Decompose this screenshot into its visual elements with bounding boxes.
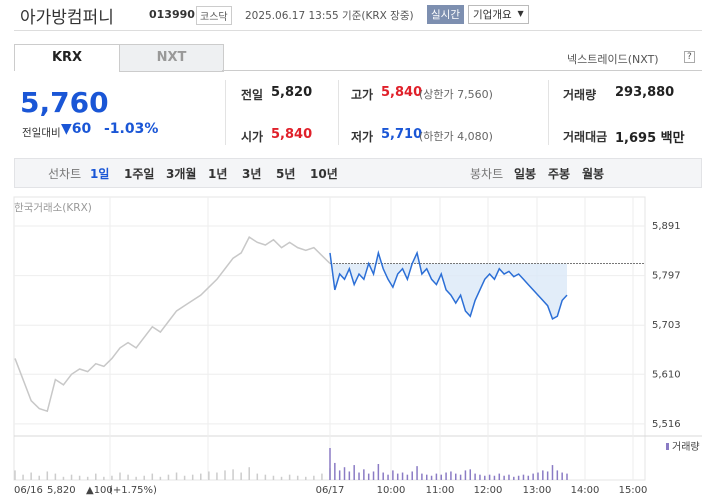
period-button[interactable]: 주봉 xyxy=(548,167,571,181)
period-bar xyxy=(14,158,702,188)
amount-label: 거래대금 xyxy=(563,130,608,144)
tab-line xyxy=(222,70,702,71)
footer-change-pct: (+1.75%) xyxy=(109,485,157,496)
footer-close: 5,820 xyxy=(47,485,76,496)
x-tick-label: 15:00 xyxy=(619,485,648,496)
volume-label: 거래량 xyxy=(563,88,597,102)
candle-chart-label: 봉차트 xyxy=(470,167,504,181)
low-value: 5,710 xyxy=(381,127,423,142)
change-pct: -1.03% xyxy=(104,121,159,137)
timestamp: 2025.06.17 13:55 기준(KRX 장중) xyxy=(245,10,414,22)
realtime-button[interactable]: 실시간 xyxy=(427,5,464,24)
help-icon[interactable]: ? xyxy=(684,51,695,63)
x-tick-label: 06/17 xyxy=(316,485,345,496)
x-tick-label: 12:00 xyxy=(474,485,503,496)
period-button[interactable]: 10년 xyxy=(310,167,338,181)
period-button[interactable]: 일봉 xyxy=(514,167,537,181)
x-tick-label: 14:00 xyxy=(571,485,600,496)
col-sep xyxy=(548,80,549,145)
legend-label: 거래량 xyxy=(672,441,700,453)
market-badge: 코스닥 xyxy=(196,6,232,25)
legend-swatch xyxy=(666,443,669,450)
col-sep xyxy=(338,80,339,145)
x-tick-label: 13:00 xyxy=(523,485,552,496)
tab-krx[interactable]: KRX xyxy=(14,44,120,71)
y-tick-label: 5,797 xyxy=(652,271,681,282)
change-label: 전일대비 xyxy=(22,127,61,139)
open-value: 5,840 xyxy=(271,127,313,142)
period-button[interactable]: 1년 xyxy=(208,167,228,181)
upper-limit: (상한가 7,560) xyxy=(419,88,493,101)
y-tick-label: 5,891 xyxy=(652,221,681,232)
today-line xyxy=(329,250,568,320)
high-value: 5,840 xyxy=(381,85,423,100)
footer-change: ▲100 xyxy=(86,485,113,496)
divider xyxy=(14,30,702,31)
y-tick-label: 5,610 xyxy=(652,369,681,380)
x-tick-label: 10:00 xyxy=(377,485,406,496)
chart-source: 한국거래소(KRX) xyxy=(14,202,92,214)
company-dropdown[interactable]: 기업개요 ▼ xyxy=(468,5,529,24)
period-button[interactable]: 1일 xyxy=(90,167,110,181)
stock-code: 013990 xyxy=(149,8,195,21)
y-tick-label: 5,703 xyxy=(652,320,681,331)
prev-value: 5,820 xyxy=(271,85,313,100)
low-label: 저가 xyxy=(351,130,374,144)
period-button[interactable]: 1주일 xyxy=(124,167,155,181)
company-dropdown-label: 기업개요 xyxy=(473,9,512,21)
period-button[interactable]: 3년 xyxy=(242,167,262,181)
x-tick-label: 11:00 xyxy=(426,485,455,496)
plot-frame xyxy=(13,196,646,481)
period-button[interactable]: 월봉 xyxy=(582,167,605,181)
y-tick-label: 5,516 xyxy=(652,419,681,430)
prev-day-line xyxy=(14,236,331,413)
period-button[interactable]: 5년 xyxy=(276,167,296,181)
open-label: 시가 xyxy=(241,130,264,144)
stock-name: 아가방컴퍼니 xyxy=(20,8,114,28)
current-price: 5,760 xyxy=(20,86,109,119)
col-sep xyxy=(225,80,226,145)
high-label: 고가 xyxy=(351,88,374,102)
footer-date: 06/16 xyxy=(14,485,43,496)
nxt-link[interactable]: 넥스트레이드(NXT) xyxy=(567,53,659,66)
prev-label: 전일 xyxy=(241,88,264,102)
change-value: ▼60 xyxy=(61,121,92,137)
volume-value: 293,880 xyxy=(615,85,675,100)
lower-limit: (하한가 4,080) xyxy=(419,130,493,143)
area-fill xyxy=(330,252,567,319)
tab-nxt[interactable]: NXT xyxy=(119,44,224,72)
period-button[interactable]: 3개월 xyxy=(166,167,197,181)
amount-value: 1,695 백만 xyxy=(615,131,685,146)
line-chart-label: 선차트 xyxy=(48,167,82,181)
